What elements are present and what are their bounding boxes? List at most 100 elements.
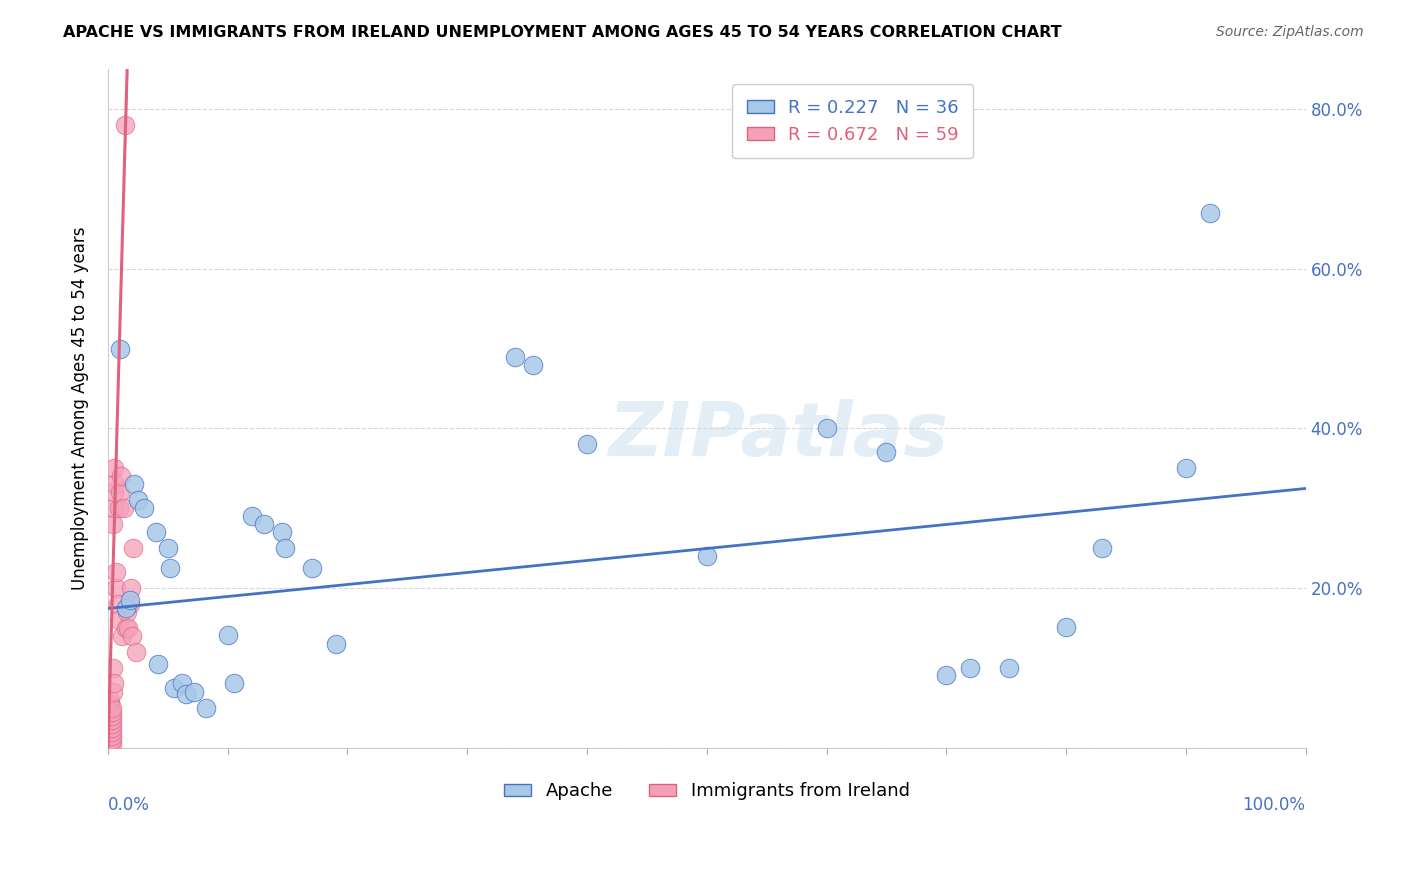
Point xyxy=(875,445,897,459)
Point xyxy=(959,661,981,675)
Point xyxy=(110,469,132,483)
Point xyxy=(100,714,122,728)
Point xyxy=(115,601,138,615)
Point xyxy=(522,358,544,372)
Point xyxy=(1091,541,1114,556)
Point xyxy=(98,733,121,747)
Point xyxy=(100,701,122,715)
Text: 100.0%: 100.0% xyxy=(1243,796,1306,814)
Point xyxy=(114,118,136,132)
Point xyxy=(253,517,276,532)
Point xyxy=(159,561,181,575)
Point xyxy=(101,517,124,532)
Point xyxy=(145,525,167,540)
Point xyxy=(935,668,957,682)
Point xyxy=(107,598,129,612)
Point xyxy=(132,501,155,516)
Point xyxy=(111,630,134,644)
Point xyxy=(100,701,122,715)
Point xyxy=(101,685,124,699)
Point xyxy=(107,614,129,628)
Y-axis label: Unemployment Among Ages 45 to 54 years: Unemployment Among Ages 45 to 54 years xyxy=(72,227,89,591)
Point xyxy=(156,541,179,556)
Point xyxy=(100,730,122,744)
Point xyxy=(104,477,127,491)
Point xyxy=(115,622,138,636)
Point xyxy=(696,549,718,564)
Point xyxy=(98,730,121,744)
Point xyxy=(103,501,125,516)
Point xyxy=(115,606,138,620)
Text: ZIPatlas: ZIPatlas xyxy=(609,400,949,472)
Text: APACHE VS IMMIGRANTS FROM IRELAND UNEMPLOYMENT AMONG AGES 45 TO 54 YEARS CORRELA: APACHE VS IMMIGRANTS FROM IRELAND UNEMPL… xyxy=(63,25,1062,40)
Text: Source: ZipAtlas.com: Source: ZipAtlas.com xyxy=(1216,25,1364,39)
Point xyxy=(118,598,141,612)
Point xyxy=(98,698,121,712)
Point xyxy=(997,661,1019,675)
Point xyxy=(124,645,146,659)
Point xyxy=(103,461,125,475)
Point xyxy=(100,706,122,720)
Point xyxy=(117,622,139,636)
Point xyxy=(325,638,347,652)
Point xyxy=(112,501,135,516)
Point xyxy=(103,485,125,500)
Point xyxy=(301,561,323,575)
Point xyxy=(222,676,245,690)
Point xyxy=(1054,620,1077,634)
Point xyxy=(100,717,122,731)
Point xyxy=(1198,205,1220,219)
Text: 0.0%: 0.0% xyxy=(108,796,150,814)
Legend: Apache, Immigrants from Ireland: Apache, Immigrants from Ireland xyxy=(496,775,917,807)
Point xyxy=(101,661,124,675)
Point xyxy=(108,485,131,500)
Point xyxy=(195,701,218,715)
Point xyxy=(121,630,143,644)
Point xyxy=(105,582,128,596)
Point xyxy=(270,525,292,540)
Point xyxy=(100,709,122,723)
Point xyxy=(274,541,297,556)
Point xyxy=(100,738,122,752)
Point xyxy=(174,687,197,701)
Point xyxy=(100,722,122,736)
Point xyxy=(98,709,121,723)
Point xyxy=(100,725,122,739)
Point xyxy=(100,725,122,739)
Point xyxy=(1174,461,1197,475)
Point xyxy=(100,717,122,731)
Point xyxy=(100,730,122,744)
Point xyxy=(217,628,239,642)
Point xyxy=(124,477,146,491)
Point xyxy=(98,706,121,720)
Point xyxy=(100,693,122,707)
Point xyxy=(240,509,263,524)
Point xyxy=(100,733,122,747)
Point xyxy=(100,733,122,747)
Point xyxy=(118,593,141,607)
Point xyxy=(127,493,149,508)
Point xyxy=(98,722,121,736)
Point xyxy=(163,681,186,696)
Point xyxy=(100,714,122,728)
Point xyxy=(100,706,122,720)
Point xyxy=(100,709,122,723)
Point xyxy=(575,437,598,451)
Point xyxy=(120,582,142,596)
Point xyxy=(100,738,122,752)
Point xyxy=(183,685,205,699)
Point xyxy=(172,676,194,690)
Point xyxy=(98,725,121,739)
Point xyxy=(503,350,526,364)
Point xyxy=(148,657,170,672)
Point xyxy=(100,698,122,712)
Point xyxy=(98,738,121,752)
Point xyxy=(108,342,131,356)
Point xyxy=(122,541,145,556)
Point xyxy=(100,722,122,736)
Point xyxy=(103,676,125,690)
Point xyxy=(105,566,128,580)
Point xyxy=(98,717,121,731)
Point xyxy=(98,701,121,715)
Point xyxy=(815,421,838,435)
